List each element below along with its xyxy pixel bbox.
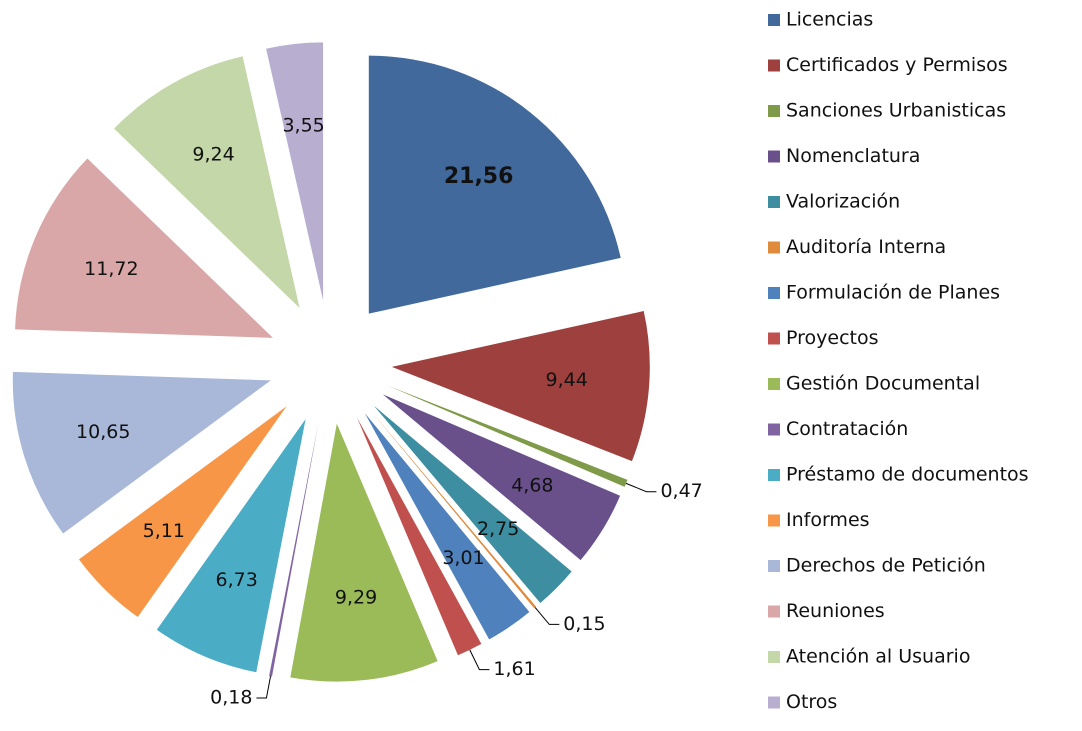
legend-label: Derechos de Petición [786,555,986,577]
data-label: 10,65 [76,421,130,443]
pie-slice [364,413,530,640]
legend-swatch [768,651,780,663]
legend-label: Reuniones [786,600,885,622]
pie-slice [78,406,287,618]
legend-label: Sanciones Urbanisticas [786,100,1006,122]
pie-slice [15,158,273,338]
legend-label: Otros [786,691,837,713]
data-label: 5,11 [143,520,185,542]
legend-swatch [768,59,780,72]
legend-label: Préstamo de documentos [786,464,1029,486]
data-label: 3,55 [282,115,324,137]
legend-swatch [768,423,780,436]
pie-slice [387,385,628,487]
legend-label: Atención al Usuario [786,646,970,668]
data-label: 4,68 [511,475,553,497]
legend-label: Contratación [786,418,908,440]
pie-slice [114,56,300,308]
legend-swatch [768,14,780,26]
pie-slice [391,311,650,462]
data-label: 11,72 [84,258,138,280]
legend-label: Formulación de Planes [786,282,1000,304]
legend-swatch [768,560,780,572]
data-label: 1,61 [493,658,535,680]
data-label: 9,24 [192,144,234,166]
legend-label: Proyectos [786,327,879,349]
legend-label: Licencias [786,9,873,31]
legend-label: Informes [786,509,870,531]
legend-label: Certificados y Permisos [786,54,1008,76]
leader-line [534,607,560,625]
pie-slice [357,417,482,656]
data-label: 21,56 [444,164,514,189]
data-label: 6,73 [216,569,258,591]
data-label: 9,29 [335,587,377,609]
legend-label: Valorización [786,191,900,213]
legend-label: Auditoría Interna [786,236,946,258]
legend-swatch [768,241,780,254]
pie-slice [368,55,621,314]
data-label: 0,15 [563,613,605,635]
legend-swatch [768,150,780,163]
legend-swatch [768,378,780,390]
legend-swatch [768,605,780,618]
pie-slice [156,419,306,673]
legend-swatch [768,332,780,345]
pie-slice [12,371,271,534]
pie-slice [290,423,438,682]
legend-label: Gestión Documental [786,373,980,395]
pie-slice [269,422,319,677]
legend-label: Nomenclatura [786,145,920,167]
leader-line [469,649,490,671]
pie-slice [382,394,621,561]
legend-swatch [768,514,780,527]
legend-swatch [768,105,780,117]
legend-swatch [768,196,780,208]
data-label: 0,47 [660,480,702,502]
leader-line [256,676,272,699]
legend-swatch [768,469,780,481]
pie-slice [373,405,572,603]
data-label: 3,01 [442,547,484,569]
pie-slice [266,42,324,301]
data-label: 0,18 [210,687,252,709]
legend-swatch [768,696,780,709]
pie-slice [369,409,537,609]
data-label: 2,75 [477,518,519,540]
data-label: 9,44 [546,369,588,391]
legend-swatch [768,287,780,299]
leader-line [625,482,657,493]
